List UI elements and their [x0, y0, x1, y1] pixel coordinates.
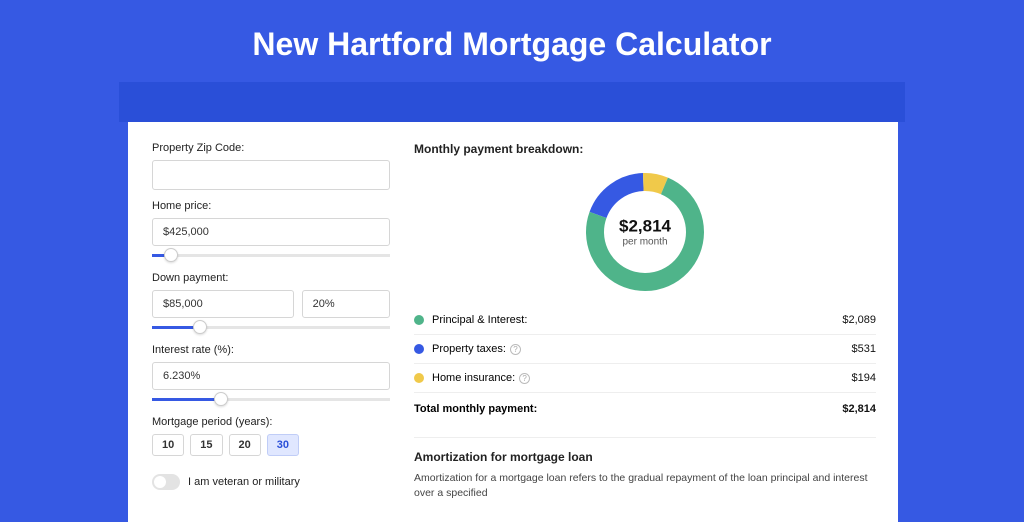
legend-value: $531: [852, 343, 876, 355]
amort-title: Amortization for mortgage loan: [414, 450, 876, 464]
donut-slice: [643, 182, 664, 186]
zip-input[interactable]: [152, 160, 390, 190]
legend-label: Property taxes:?: [432, 343, 852, 355]
legend-label-text: Principal & Interest:: [432, 314, 527, 326]
legend-row: Property taxes:?$531: [414, 335, 876, 364]
legend-label: Home insurance:?: [432, 372, 852, 384]
rate-slider[interactable]: [152, 394, 390, 406]
legend-label-text: Property taxes:: [432, 343, 506, 355]
rate-label: Interest rate (%):: [152, 344, 390, 356]
down-slider[interactable]: [152, 322, 390, 334]
legend-value: $2,089: [842, 314, 876, 326]
down-label: Down payment:: [152, 272, 390, 284]
rate-input[interactable]: [152, 362, 390, 390]
donut-chart-wrap: $2,814 per month: [414, 162, 876, 306]
slider-fill: [152, 398, 221, 401]
donut-center: $2,814 per month: [619, 217, 671, 248]
legend-row: Home insurance:?$194: [414, 364, 876, 393]
period-btn-15[interactable]: 15: [190, 434, 222, 456]
donut-chart: $2,814 per month: [581, 168, 709, 296]
header-strip: [119, 82, 905, 122]
legend-label-text: Home insurance:: [432, 372, 515, 384]
veteran-row: I am veteran or military: [152, 474, 390, 490]
veteran-toggle[interactable]: [152, 474, 180, 490]
down-pct-input[interactable]: [302, 290, 390, 318]
donut-slice: [598, 182, 643, 215]
legend-dot: [414, 373, 424, 383]
legend-label: Principal & Interest:: [432, 314, 842, 326]
legend-row: Principal & Interest: $2,089: [414, 306, 876, 335]
total-row: Total monthly payment: $2,814: [414, 393, 876, 423]
legend-dot: [414, 315, 424, 325]
price-input[interactable]: [152, 218, 390, 246]
breakdown-column: Monthly payment breakdown: $2,814 per mo…: [414, 142, 898, 522]
legend: Principal & Interest: $2,089 Property taxe…: [414, 306, 876, 393]
slider-thumb[interactable]: [193, 320, 207, 334]
amort-text: Amortization for a mortgage loan refers …: [414, 471, 876, 500]
page-title: New Hartford Mortgage Calculator: [0, 0, 1024, 81]
period-btn-20[interactable]: 20: [229, 434, 261, 456]
slider-thumb[interactable]: [214, 392, 228, 406]
veteran-label: I am veteran or military: [188, 476, 300, 488]
price-label: Home price:: [152, 200, 390, 212]
price-slider[interactable]: [152, 250, 390, 262]
period-btn-10[interactable]: 10: [152, 434, 184, 456]
calculator-card: Property Zip Code: Home price: Down paym…: [128, 122, 898, 522]
info-icon[interactable]: ?: [519, 373, 530, 384]
donut-sub: per month: [619, 237, 671, 248]
down-amount-input[interactable]: [152, 290, 294, 318]
period-label: Mortgage period (years):: [152, 416, 390, 428]
toggle-knob: [154, 476, 166, 488]
info-icon[interactable]: ?: [510, 344, 521, 355]
slider-track: [152, 254, 390, 257]
donut-amount: $2,814: [619, 217, 671, 237]
slider-thumb[interactable]: [164, 248, 178, 262]
period-btn-30[interactable]: 30: [267, 434, 299, 456]
legend-value: $194: [852, 372, 876, 384]
zip-label: Property Zip Code:: [152, 142, 390, 154]
total-label: Total monthly payment:: [414, 403, 842, 415]
amortization-section: Amortization for mortgage loan Amortizat…: [414, 437, 876, 500]
total-value: $2,814: [842, 403, 876, 415]
period-button-group: 10 15 20 30: [152, 434, 390, 456]
form-column: Property Zip Code: Home price: Down paym…: [152, 142, 390, 522]
legend-dot: [414, 344, 424, 354]
breakdown-title: Monthly payment breakdown:: [414, 142, 876, 156]
